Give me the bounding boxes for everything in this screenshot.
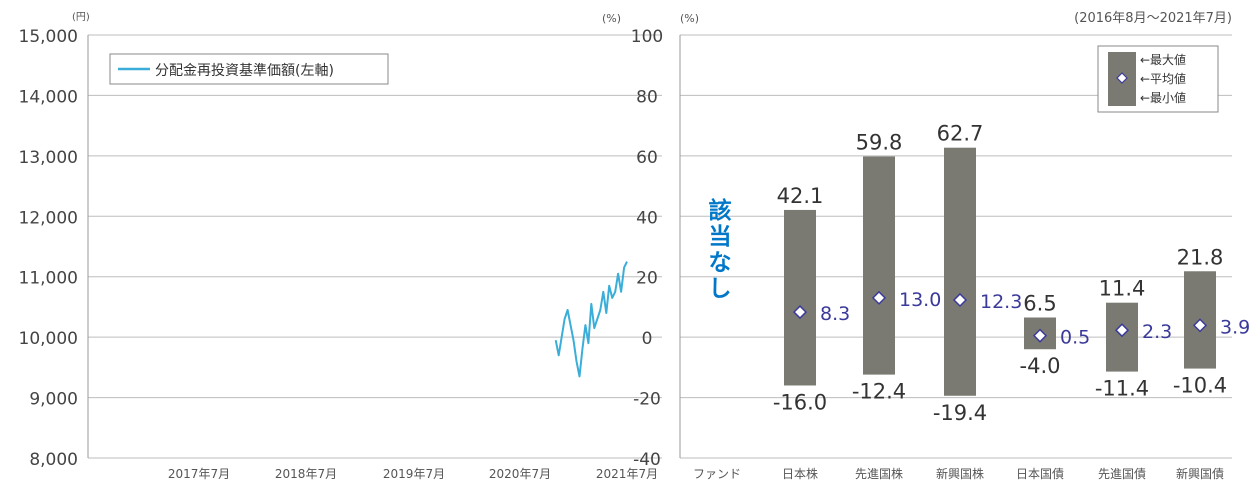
right-y-tick-label: 100: [631, 27, 663, 47]
avg-value-label: 12.3: [980, 291, 1022, 313]
right-x-tick-label: 新興国債: [1176, 466, 1224, 481]
range-bar: [784, 209, 816, 386]
min-value-label: -4.0: [1020, 354, 1061, 378]
left-x-tick-label: 2019年7月: [383, 467, 445, 481]
legend-max-label: ←最大値: [1140, 52, 1186, 67]
left-y-tick-label: 12,000: [19, 208, 78, 228]
min-value-label: -10.4: [1173, 374, 1227, 398]
right-x-tick-label: 先進国株: [855, 466, 903, 481]
avg-value-label: 8.3: [820, 303, 850, 325]
left-y-tick-label: 11,000: [19, 269, 78, 289]
legend-avg-label: ←平均値: [1140, 71, 1186, 86]
fund-note-char: 該: [709, 197, 732, 224]
avg-value-label: 2.3: [1142, 321, 1172, 343]
left-x-tick-label: 2020年7月: [489, 467, 551, 481]
left-legend-label: 分配金再投資基準価額(左軸): [155, 62, 334, 79]
avg-marker: [1192, 318, 1208, 333]
right-y-tick-label: 60: [636, 148, 658, 168]
left-y-tick-label: 10,000: [19, 329, 78, 349]
right-x-tick-label: 日本株: [782, 466, 818, 481]
avg-value-label: 0.5: [1060, 327, 1090, 349]
max-value-label: 62.7: [937, 122, 984, 146]
left-legend-box: [109, 53, 389, 85]
right-x-tick-label: 日本国債: [1016, 466, 1064, 481]
right-y-tick-label: 0: [642, 329, 653, 349]
avg-marker: [792, 305, 808, 320]
avg-marker: [1032, 328, 1048, 343]
right-x-tick-label: ファンド: [693, 467, 741, 481]
left-y-tick-label: 14,000: [19, 87, 78, 107]
avg-value-label: 13.0: [899, 289, 941, 311]
avg-marker: [871, 290, 887, 305]
avg-value-label: 3.9: [1220, 316, 1250, 338]
left-y-tick-label: 15,000: [19, 27, 78, 47]
right-y-unit-left: (%): [602, 12, 621, 25]
nav-series-line: [554, 261, 628, 378]
legend-min-label: ←最小値: [1140, 90, 1186, 105]
max-value-label: 21.8: [1177, 245, 1224, 269]
left-x-tick-label: 2021年7月: [596, 467, 658, 481]
left-y-unit: (円): [72, 12, 90, 23]
avg-marker: [952, 292, 968, 308]
right-y-tick-label: -40: [633, 450, 661, 470]
range-bar: [863, 156, 895, 375]
min-value-label: -11.4: [1095, 377, 1149, 401]
min-value-label: -19.4: [933, 401, 987, 425]
min-value-label: -16.0: [773, 390, 827, 414]
max-value-label: 42.1: [777, 184, 824, 208]
right-chart-period: (2016年8月〜2021年7月): [1074, 11, 1232, 26]
min-value-label: -12.4: [852, 380, 906, 404]
right-y-tick-label: 20: [636, 269, 658, 289]
fund-note-char: な: [709, 250, 732, 276]
left-x-tick-label: 2017年7月: [168, 467, 230, 481]
max-value-label: 59.8: [856, 130, 903, 154]
avg-marker: [1114, 323, 1130, 338]
range-bar: [944, 147, 976, 396]
right-x-tick-label: 先進国債: [1098, 466, 1146, 481]
max-value-label: 6.5: [1023, 292, 1056, 316]
fund-note-char: 当: [709, 224, 732, 250]
right-legend-avg-marker: [1116, 72, 1128, 84]
left-y-tick-label: 13,000: [19, 148, 78, 168]
left-y-tick-label: 9,000: [29, 390, 78, 410]
right-y-tick-label: -20: [633, 390, 661, 410]
right-y-tick-label: 40: [636, 208, 658, 228]
left-y-tick-label: 8,000: [29, 450, 78, 470]
right-y-unit-right: (%): [680, 12, 699, 25]
fund-note-char: し: [709, 276, 732, 302]
right-y-tick-label: 80: [636, 87, 658, 107]
max-value-label: 11.4: [1099, 277, 1146, 301]
right-x-tick-label: 新興国株: [936, 466, 984, 481]
left-x-tick-label: 2018年7月: [275, 467, 337, 481]
